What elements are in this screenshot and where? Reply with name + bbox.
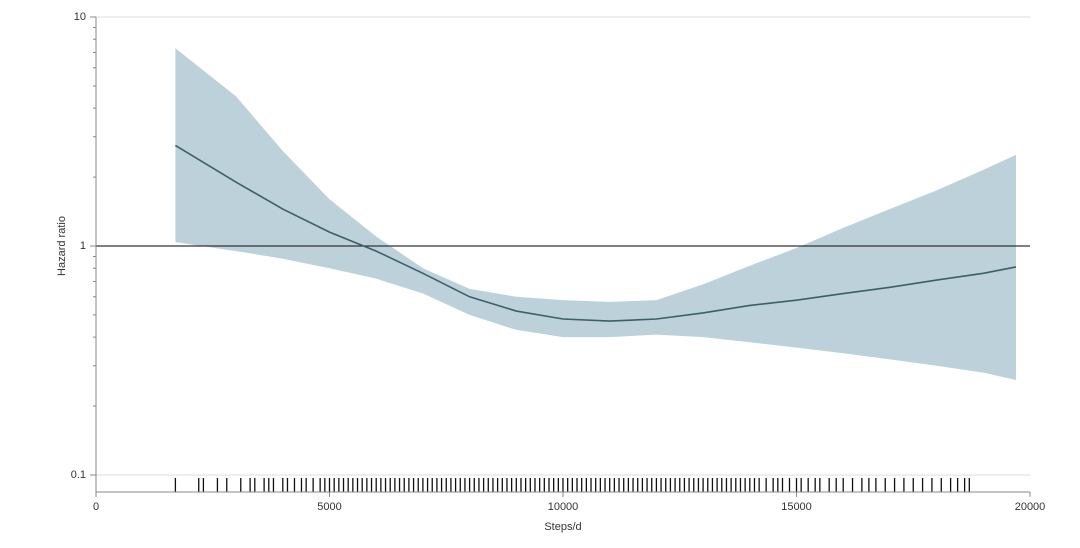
confidence-band	[175, 48, 1016, 380]
x-tick-label: 5000	[317, 501, 341, 513]
y-axis-label: Hazard ratio	[56, 216, 68, 276]
x-tick-label: 10000	[548, 501, 579, 513]
x-tick-label: 15000	[781, 501, 812, 513]
y-tick-label: 1	[80, 240, 86, 252]
x-tick-label: 20000	[1015, 501, 1046, 513]
x-tick-label: 0	[93, 501, 99, 513]
x-axis-label: Steps/d	[544, 521, 581, 533]
hazard-line	[174, 144, 1017, 322]
y-tick-label: 0.1	[71, 469, 86, 481]
y-tick-label: 10	[74, 11, 86, 23]
